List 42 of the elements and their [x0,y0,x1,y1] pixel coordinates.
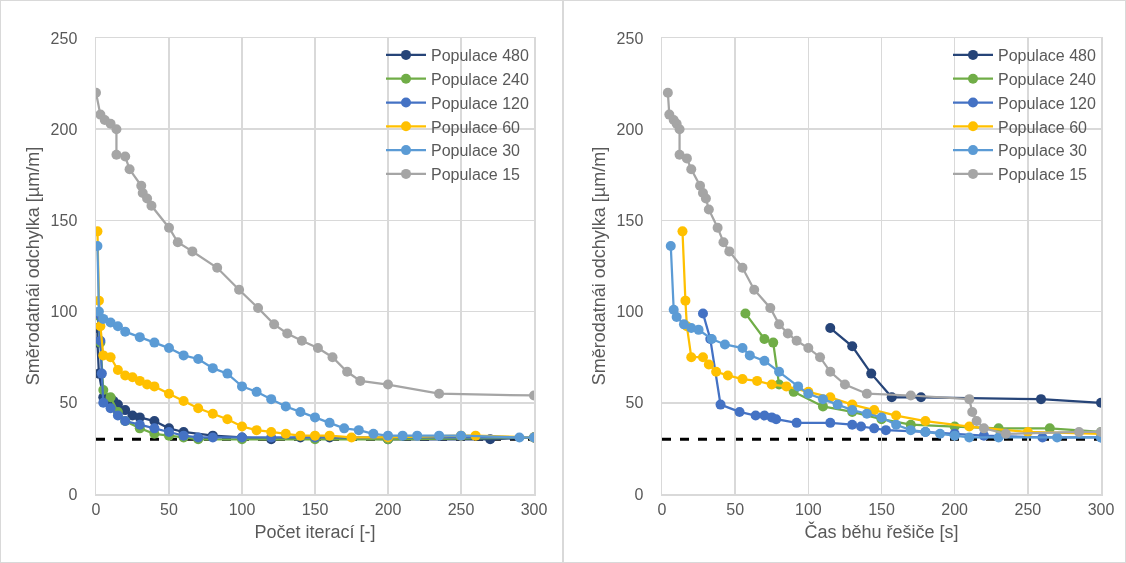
y-tick-label: 50 [59,394,78,412]
legend-label: Populace 15 [998,166,1088,184]
x-tick-label: 100 [794,500,822,518]
x-tick-label: 300 [520,500,548,518]
y-tick-label: 250 [616,29,644,47]
legend-label: Populace 120 [998,94,1096,112]
y-tick-label: 200 [616,120,644,138]
y-tick-label: 100 [616,303,644,321]
legend-label: Populace 15 [431,166,521,184]
x-tick-label: 50 [160,500,178,518]
legend-label: Populace 240 [431,70,529,88]
y-tick-label: 250 [50,29,78,47]
x-tick-label: 250 [1014,500,1042,518]
x-axis-title: Čas běhu řešiče [s] [804,520,959,542]
x-tick-label: 50 [726,500,745,518]
y-tick-label: 0 [634,485,644,503]
x-tick-label: 200 [941,500,969,518]
legend-label: Populace 30 [998,142,1088,160]
y-tick-label: 200 [50,120,78,138]
legend-label: Populace 240 [998,70,1096,88]
y-axis-title: Směrodatnái odchylka [µm/m] [23,146,44,386]
y-tick-label: 0 [68,485,78,503]
x-tick-label: 0 [657,500,667,518]
y-tick-label: 50 [625,394,644,412]
y-tick-label: 100 [50,303,78,321]
x-tick-label: 100 [228,500,256,518]
legend-label: Populace 30 [431,142,521,160]
legend-label: Populace 60 [431,118,521,136]
legend-label: Populace 480 [431,47,529,65]
x-tick-label: 200 [374,500,402,518]
y-tick-label: 150 [616,212,644,229]
y-tick-label: 150 [50,212,78,229]
x-axis-title: Počet iterací [-] [254,521,376,542]
x-tick-label: 250 [447,500,475,518]
y-axis-title: Směrodatnái odchylka [µm/m] [589,146,610,386]
x-tick-label: 300 [1087,500,1115,518]
legend-label: Populace 60 [998,118,1088,136]
legend-label: Populace 120 [431,94,529,112]
legend-label: Populace 480 [998,47,1096,65]
x-tick-label: 150 [868,500,895,518]
x-tick-label: 0 [91,500,101,518]
x-tick-label: 150 [301,500,329,518]
